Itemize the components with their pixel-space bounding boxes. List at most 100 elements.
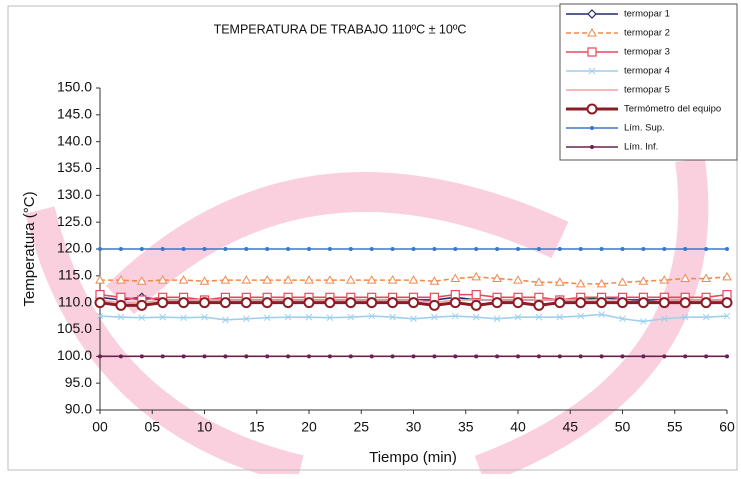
marker: [474, 247, 479, 251]
marker: [491, 297, 503, 309]
marker: [303, 297, 315, 309]
marker: [115, 299, 127, 311]
marker: [704, 354, 709, 359]
marker: [451, 312, 459, 320]
marker: [578, 247, 583, 251]
marker: [617, 297, 628, 309]
marker: [369, 354, 374, 359]
marker: [679, 297, 691, 309]
marker: [242, 315, 250, 323]
watermark-arc: [474, 157, 709, 479]
marker: [588, 67, 596, 75]
marker: [637, 297, 649, 309]
marker: [305, 313, 313, 321]
series: [96, 311, 731, 325]
marker: [516, 247, 520, 251]
marker: [680, 273, 691, 283]
y-tick-label: 90.0: [65, 401, 92, 417]
legend-label: termopar 5: [624, 85, 670, 96]
marker: [596, 297, 608, 309]
marker: [599, 354, 604, 359]
marker: [366, 275, 377, 284]
marker: [660, 315, 668, 323]
watermark-arc: [25, 206, 304, 479]
marker: [327, 247, 332, 251]
marker: [159, 313, 167, 321]
marker: [139, 354, 144, 359]
marker: [587, 27, 597, 37]
marker: [180, 314, 187, 322]
y-tick-label: 120.0: [57, 240, 92, 256]
marker: [345, 297, 357, 309]
marker: [554, 277, 565, 286]
marker: [390, 247, 395, 251]
x-tick-label: 45: [562, 419, 578, 435]
marker: [701, 273, 711, 283]
marker: [98, 247, 102, 251]
x-tick-label: 20: [301, 419, 317, 435]
series: [95, 271, 732, 288]
marker: [202, 247, 207, 251]
marker: [95, 275, 105, 284]
marker: [178, 297, 190, 309]
marker: [304, 275, 314, 284]
marker: [326, 314, 334, 322]
marker: [557, 247, 562, 251]
marker: [261, 297, 273, 309]
x-tick-label: 50: [615, 419, 631, 435]
y-tick-label: 145.0: [57, 106, 92, 122]
marker: [619, 315, 626, 323]
y-tick-label: 100.0: [57, 347, 92, 363]
marker: [640, 318, 647, 325]
legend-label: Termómetro del equipo: [624, 104, 721, 115]
legend-label: Lím. Inf.: [624, 142, 658, 153]
marker: [620, 354, 625, 359]
marker: [681, 313, 689, 321]
marker: [220, 275, 231, 284]
marker: [325, 275, 335, 284]
marker: [262, 275, 273, 284]
marker: [659, 275, 670, 284]
marker: [410, 315, 417, 323]
marker: [471, 271, 482, 281]
marker: [160, 247, 165, 251]
marker: [492, 273, 502, 283]
watermark-arc: [105, 172, 569, 315]
x-tick-label: 25: [353, 419, 369, 435]
y-tick-label: 150.0: [57, 79, 92, 95]
marker: [432, 354, 437, 359]
watermark: [25, 157, 709, 479]
marker: [241, 275, 252, 284]
legend-label: Lím. Sup.: [624, 123, 665, 134]
marker: [512, 297, 524, 309]
marker: [265, 247, 270, 251]
marker: [348, 247, 353, 251]
legend-label: termopar 2: [624, 28, 670, 39]
legend-label: termopar 4: [624, 66, 670, 77]
marker: [596, 278, 607, 288]
marker: [704, 247, 709, 251]
marker: [136, 299, 148, 311]
legend-label: termopar 1: [624, 9, 670, 20]
marker: [453, 354, 458, 359]
marker: [222, 316, 229, 324]
marker: [587, 9, 597, 19]
marker: [534, 277, 544, 286]
marker: [387, 297, 399, 309]
marker: [725, 354, 729, 359]
marker: [98, 354, 102, 359]
marker: [432, 247, 437, 251]
marker: [641, 354, 646, 359]
marker: [590, 145, 594, 149]
marker: [474, 354, 479, 359]
marker: [324, 297, 336, 309]
marker: [240, 297, 252, 309]
marker: [223, 247, 228, 251]
marker: [638, 276, 649, 285]
y-tick-label: 135.0: [57, 159, 92, 175]
y-tick-label: 95.0: [65, 374, 92, 390]
marker: [96, 312, 104, 320]
marker: [389, 313, 396, 321]
